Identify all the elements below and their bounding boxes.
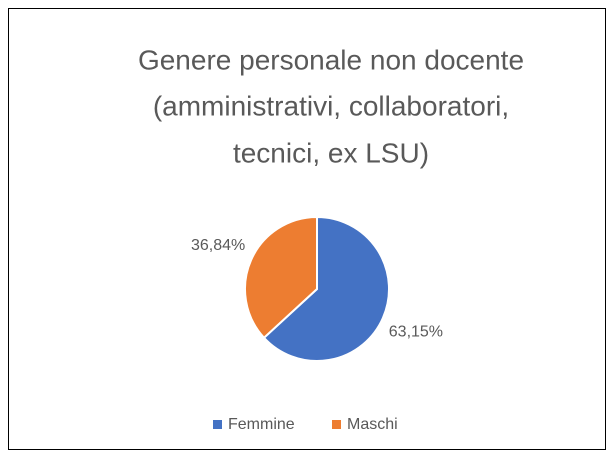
chart-title: tecnici, ex LSU) (233, 137, 429, 168)
legend-label: Femmine (228, 416, 295, 433)
pie-slice (244, 215, 318, 340)
legend-label: Maschi (347, 416, 398, 433)
legend-swatch (332, 420, 341, 429)
chart-title: Genere personale non docente (138, 44, 524, 75)
legend-swatch (213, 420, 222, 429)
data-label: 36,84% (191, 237, 245, 254)
chart-title: (amministrativi, collaboratori, (153, 90, 509, 121)
data-label: 63,15% (389, 324, 443, 341)
pie-slice (262, 215, 390, 362)
